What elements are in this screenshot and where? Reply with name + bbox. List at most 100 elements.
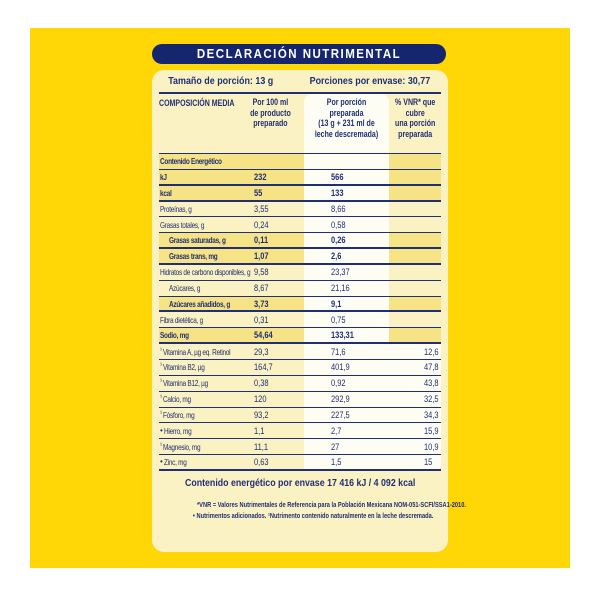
nutrient-name: Vitamina B12, µg <box>163 378 209 389</box>
per-100ml-value: 3,73 <box>254 298 269 309</box>
nutrient-row: kcal 55 133 <box>159 185 441 202</box>
footnote-vnr: *VNR = Valores Nutrimentales de Referenc… <box>196 499 466 509</box>
per-100ml-cell: 8,67 <box>236 281 304 296</box>
per-100ml-value: 8,67 <box>254 283 269 294</box>
per-portion-value: 133 <box>331 187 344 198</box>
declaration-title-banner: DECLARACIÓN NUTRIMENTAL <box>152 44 446 64</box>
serving-size-text: Tamaño de porción: 13 g <box>168 75 274 87</box>
nutrient-marker: ¹ <box>160 441 163 449</box>
per-portion-value: 292,9 <box>331 394 350 405</box>
pct-vnr-value: 43,8 <box>424 378 439 389</box>
nutrient-name-cell: ¹ Calcio, mg <box>159 392 236 407</box>
per-portion-cell: 9,1 <box>304 296 389 311</box>
per-portion-cell: 23,37 <box>304 264 389 280</box>
pct-vnr-cell <box>389 249 441 263</box>
per-100ml-cell: 29,3 <box>236 344 304 359</box>
pct-vnr-cell: 10,9 <box>389 439 441 455</box>
pct-vnr-value: 47,8 <box>424 362 439 373</box>
nutrient-name: Calcio, mg <box>163 394 191 405</box>
per-100ml-value: 93,2 <box>254 409 269 420</box>
per-100ml-value: 1,1 <box>254 425 265 436</box>
per-100ml-cell: 9,58 <box>236 265 304 280</box>
pct-vnr-cell: 15 <box>389 455 441 469</box>
per-100ml-value: 11,1 <box>254 441 268 452</box>
per-100ml-value: 120 <box>254 394 267 405</box>
nutrient-marker: ¹ <box>160 346 163 354</box>
per-portion-value: 227,5 <box>331 409 350 420</box>
pct-vnr-cell: 34,3 <box>389 407 441 423</box>
per-100ml-value: 55 <box>254 187 263 198</box>
pct-vnr-value: 15,9 <box>424 425 439 436</box>
nutrient-name-cell: • Hierro, mg <box>159 423 236 438</box>
nutrient-row: Contenido Energético <box>159 154 441 170</box>
pct-vnr-cell <box>389 202 441 217</box>
per-100ml-cell: 0,11 <box>236 233 304 248</box>
nutrient-name: Grasas trans, mg <box>169 250 218 261</box>
nutrient-row: Grasas totales, g 0,24 0,58 <box>159 217 441 234</box>
per-portion-value: 9,1 <box>331 298 342 309</box>
pct-vnr-value: 34,3 <box>424 409 439 420</box>
nutrient-name: Vitamina B2, µg <box>163 362 205 373</box>
pct-vnr-cell <box>389 328 441 343</box>
nutrient-name: Azúcares, g <box>169 283 201 294</box>
per-100ml-cell: 3,55 <box>236 202 304 217</box>
per-100ml-value: 0,24 <box>254 219 269 230</box>
nutrient-name-cell: kcal <box>159 185 236 200</box>
per-portion-cell: 27 <box>304 439 389 455</box>
per-100ml-value: 3,55 <box>254 203 269 214</box>
nutrient-name-cell: Grasas saturadas, g <box>159 233 236 248</box>
per-portion-cell: 292,9 <box>304 391 389 407</box>
nutrient-name: Vitamina A, µg eq. Retinol <box>163 346 231 357</box>
table-header-row: COMPOSICIÓN MEDIA Por 100 ml de producto… <box>159 94 441 154</box>
nutrient-name: Hidratos de carbono disponibles, g <box>160 267 251 278</box>
per-100ml-cell: 1,1 <box>236 423 304 438</box>
nutrient-row: Azúcares, g 8,67 21,16 <box>159 280 441 297</box>
per-portion-value: 0,58 <box>331 219 346 230</box>
pct-vnr-value: 10,9 <box>424 441 439 452</box>
per-portion-value: 566 <box>331 171 344 182</box>
nutrient-name-cell: Grasas totales, g <box>159 217 236 232</box>
per-portion-value: 0,92 <box>331 378 346 389</box>
energy-per-package-line: Contenido energético por envase 17 416 k… <box>184 476 416 489</box>
per-portion-cell: 2,6 <box>304 249 389 263</box>
per-portion-value: 0,26 <box>331 235 346 246</box>
nutrient-name: Contenido Energético <box>160 156 222 167</box>
nutrient-name-cell: • Zinc, mg <box>159 455 236 469</box>
nutrient-row: ¹ Vitamina B2, µg 164,7 401,9 47,8 <box>159 359 441 376</box>
nutrient-name-cell: ¹ Vitamina B2, µg <box>159 360 236 375</box>
nutrient-marker: ¹ <box>160 378 163 386</box>
per-100ml-cell: 1,07 <box>236 249 304 263</box>
nutrient-marker: ¹ <box>160 394 163 402</box>
per-100ml-cell: 0,24 <box>236 217 304 232</box>
per-100ml-cell: 164,7 <box>236 360 304 375</box>
yellow-package-background: DECLARACIÓN NUTRIMENTAL Tamaño de porció… <box>30 28 570 568</box>
nutrient-name: kJ <box>160 171 167 182</box>
nutrient-name: Zinc, mg <box>164 456 187 467</box>
nutrient-row: Grasas trans, mg 1,07 2,6 <box>159 249 441 265</box>
per-100ml-cell: 3,73 <box>236 296 304 311</box>
footnote-markers: • Nutrimentos adicionados. ¹Nutrimento c… <box>192 510 434 520</box>
per-100ml-cell: 0,63 <box>236 455 304 469</box>
nutrient-rows-table: Contenido Energético kJ 232 566 kcal 55 … <box>159 154 441 471</box>
nutrient-row: Azúcares añadidos, g 3,73 9,1 <box>159 296 441 313</box>
per-100ml-value: 9,58 <box>254 267 269 278</box>
nutrition-facts-panel: Tamaño de porción: 13 g Porciones por en… <box>152 70 466 552</box>
per-portion-cell <box>304 154 389 169</box>
nutrient-name-cell: ¹ Magnesio, mg <box>159 439 236 454</box>
per-portion-cell: 0,58 <box>304 217 389 233</box>
per-100ml-value: 0,31 <box>254 314 269 325</box>
nutrient-marker: • <box>160 457 163 467</box>
pct-vnr-value: 12,6 <box>424 346 439 357</box>
per-portion-value: 2,7 <box>331 425 342 436</box>
per-100ml-value: 1,07 <box>254 250 269 261</box>
per-portion-cell: 1,5 <box>304 455 389 469</box>
per-100ml-cell: 93,2 <box>236 408 304 423</box>
footnotes: *VNR = Valores Nutrimentales de Referenc… <box>159 499 466 521</box>
declaration-title: DECLARACIÓN NUTRIMENTAL <box>196 47 402 61</box>
nutrient-row: Fibra dietética, g 0,31 0,75 <box>159 312 441 329</box>
per-portion-cell: 401,9 <box>304 359 389 375</box>
nutrient-marker: • <box>160 426 163 436</box>
per-portion-value: 1,5 <box>331 456 342 467</box>
pct-vnr-cell <box>389 233 441 248</box>
nutrient-row: Proteínas, g 3,55 8,66 <box>159 201 441 218</box>
